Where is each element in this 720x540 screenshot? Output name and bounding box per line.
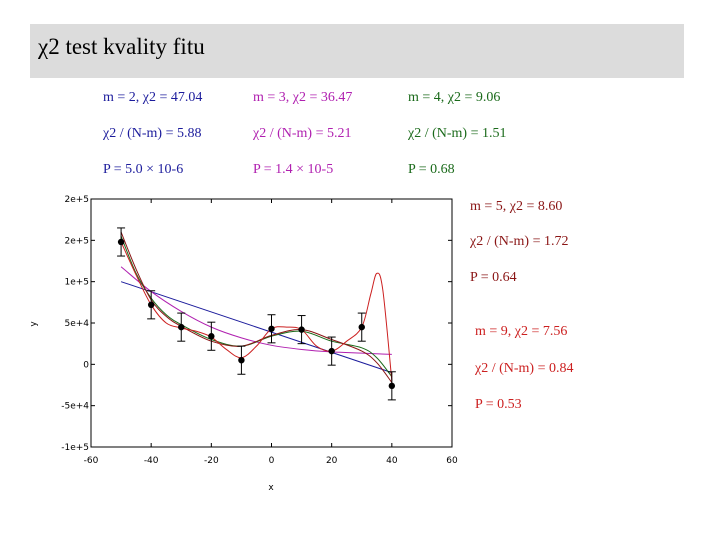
fit-m2-reduced: χ2 / (N-m) = 5.88 <box>103 126 202 141</box>
fit-m3-reduced: χ2 / (N-m) = 5.21 <box>253 126 352 141</box>
data-point <box>208 333 215 340</box>
fit-m9-p: P = 0.53 <box>475 397 522 412</box>
data-point <box>328 347 335 355</box>
fit-m2-chi2: m = 2, χ2 = 47.04 <box>103 90 203 105</box>
y-tick-label: -1e+5 <box>61 443 89 453</box>
x-axis-label: x <box>268 483 274 493</box>
fit-m5-chi2: m = 5, χ2 = 8.60 <box>470 199 563 214</box>
y-tick-label: 2e+5 <box>64 195 89 205</box>
data-point <box>298 326 305 333</box>
data-point <box>147 301 155 309</box>
fit-m2-p: P = 5.0 × 10-6 <box>103 162 184 177</box>
y-tick-label: 5e+4 <box>64 319 89 329</box>
fit-m3-chi2: m = 3, χ2 = 36.47 <box>253 90 353 105</box>
fit-curve-4 <box>120 241 393 381</box>
x-tick-label: 0 <box>269 456 275 466</box>
page-title: χ2 test kvality fitu <box>38 34 205 59</box>
data-point <box>388 382 396 390</box>
fit-m5-reduced: χ2 / (N-m) = 1.72 <box>470 234 569 249</box>
y-tick-label: -5e+4 <box>61 402 89 412</box>
y-tick-label: 2e+5 <box>64 236 89 246</box>
x-tick-label: -60 <box>84 456 99 466</box>
data-point <box>268 325 275 332</box>
fit-m4-p: P = 0.68 <box>408 162 455 177</box>
fit-m9-chi2: m = 9, χ2 = 7.56 <box>475 324 568 339</box>
fit-m4-chi2: m = 4, χ2 = 9.06 <box>408 90 501 105</box>
fit-curve-3 <box>120 231 393 383</box>
x-tick-label: -20 <box>204 456 219 466</box>
data-point <box>358 323 365 331</box>
fit-curve-2 <box>120 236 393 378</box>
title-bar: χ2 test kvality fitu <box>30 24 684 78</box>
data-point <box>238 357 245 364</box>
x-tick-label: 60 <box>446 456 458 466</box>
fit-m3-p: P = 1.4 × 10-5 <box>253 162 334 177</box>
y-axis-label: y <box>29 321 39 327</box>
fit-m9-reduced: χ2 / (N-m) = 0.84 <box>475 361 574 376</box>
data-point <box>178 323 185 331</box>
x-tick-label: 40 <box>386 456 398 466</box>
y-tick-label: 0 <box>83 360 89 370</box>
y-tick-label: 1e+5 <box>64 278 89 288</box>
fit-m4-reduced: χ2 / (N-m) = 1.51 <box>408 126 507 141</box>
fit-m5-p: P = 0.64 <box>470 270 517 285</box>
x-tick-label: -40 <box>144 456 159 466</box>
data-point <box>117 238 125 246</box>
fit-curve-0 <box>120 281 392 374</box>
x-tick-label: 20 <box>326 456 338 466</box>
